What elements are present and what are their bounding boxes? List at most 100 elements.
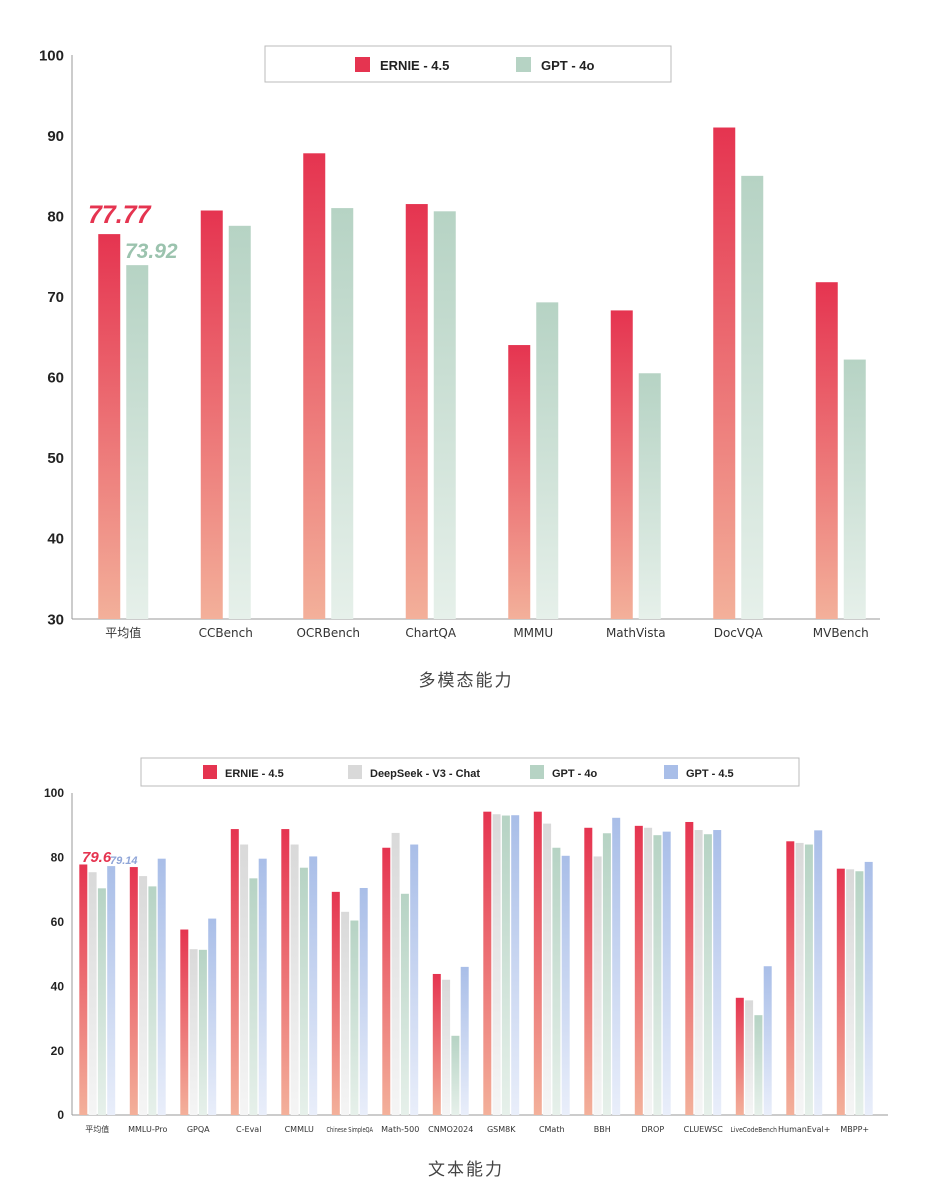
avg-label-ernie: 79.6 bbox=[82, 849, 112, 866]
y-tick-label: 90 bbox=[47, 128, 64, 145]
bar-ernie bbox=[610, 310, 633, 619]
bar-ernie bbox=[508, 345, 531, 619]
bar-gpt4o bbox=[804, 844, 813, 1115]
multimodal-chart: 30 40 50 60 70 80 90 100 平均值 CCBench OCRBench Char… bbox=[39, 45, 880, 691]
x-tick-label: GPQA bbox=[187, 1125, 210, 1134]
bar-gpt4o bbox=[126, 265, 149, 619]
bar-ernie bbox=[634, 825, 643, 1115]
legend-label-gpt45: GPT - 4.5 bbox=[686, 768, 734, 780]
y-tick-label: 100 bbox=[39, 47, 64, 64]
x-tick-label: Math-500 bbox=[381, 1125, 419, 1134]
bar-deepseek bbox=[795, 842, 804, 1115]
legend-swatch-ernie bbox=[203, 765, 217, 779]
x-tick-label: HumanEval+ bbox=[778, 1125, 830, 1134]
bar-ernie bbox=[483, 811, 492, 1115]
legend-swatch-gpt4o bbox=[516, 57, 531, 72]
bar-deepseek bbox=[442, 979, 451, 1115]
bar-deepseek bbox=[139, 876, 148, 1115]
y-tick-label: 20 bbox=[51, 1044, 65, 1058]
bar-deepseek bbox=[694, 830, 703, 1115]
avg-label-gpt45: 79.14 bbox=[110, 855, 138, 867]
x-tick-label: CMath bbox=[539, 1125, 565, 1134]
x-tick-label: OCRBench bbox=[296, 626, 360, 640]
bar-gpt4o bbox=[501, 815, 510, 1115]
y-tick-label: 60 bbox=[51, 915, 65, 929]
bar-ernie bbox=[230, 829, 239, 1115]
x-tick-label: CCBench bbox=[199, 626, 253, 640]
bar-deepseek bbox=[290, 844, 299, 1115]
y-tick-label: 60 bbox=[47, 370, 64, 387]
x-tick-label: ChartQA bbox=[405, 626, 456, 640]
bar-gpt4o bbox=[843, 359, 866, 619]
bar-gpt4o bbox=[228, 225, 251, 619]
bar-deepseek bbox=[88, 872, 97, 1115]
bar-ernie bbox=[129, 867, 138, 1115]
text-chart: 0 20 40 60 80 100 平均值 MMLU-Pro GPQA C-Eval CMMLU C… bbox=[44, 757, 888, 1180]
bar-gpt4o bbox=[97, 888, 106, 1115]
bar-gpt4o bbox=[198, 949, 207, 1115]
bar-ernie bbox=[735, 997, 744, 1115]
x-tick-label: CLUEWSC bbox=[684, 1125, 724, 1134]
bar-gpt45 bbox=[814, 830, 823, 1115]
bar-gpt4o bbox=[536, 302, 559, 619]
legend-label-gpt4o: GPT - 4o bbox=[541, 58, 595, 73]
bar-gpt45 bbox=[157, 858, 166, 1115]
bar-ernie bbox=[331, 891, 340, 1115]
legend-swatch-ernie bbox=[355, 57, 370, 72]
x-tick-label: CNMO2024 bbox=[428, 1125, 473, 1134]
bar-ernie bbox=[79, 864, 88, 1115]
legend: ERNIE - 4.5 DeepSeek - V3 - Chat GPT - 4… bbox=[140, 757, 800, 787]
bar-deepseek bbox=[593, 856, 602, 1115]
x-tick-label: LiveCodeBench bbox=[731, 1126, 778, 1134]
x-tick-label: C-Eval bbox=[236, 1125, 261, 1134]
bar-gpt4o bbox=[602, 833, 611, 1115]
x-tick-label: MBPP+ bbox=[840, 1125, 869, 1134]
x-tick-label: 平均值 bbox=[85, 1124, 109, 1134]
bar-deepseek bbox=[189, 949, 198, 1115]
bar-gpt45 bbox=[561, 855, 570, 1115]
bar-gpt4o bbox=[451, 1035, 460, 1115]
bar-deepseek bbox=[644, 827, 653, 1115]
y-tick-label: 0 bbox=[57, 1108, 64, 1122]
bar-gpt4o bbox=[638, 373, 661, 619]
chart-caption: 文本能力 bbox=[428, 1160, 504, 1180]
x-tick-label: DocVQA bbox=[714, 626, 764, 640]
bar-gpt45 bbox=[713, 830, 722, 1115]
chart-caption: 多模态能力 bbox=[419, 671, 514, 691]
y-tick-label: 50 bbox=[47, 450, 64, 467]
x-tick-label: 平均值 bbox=[105, 625, 141, 640]
bar-gpt4o bbox=[331, 208, 354, 620]
bar-ernie bbox=[281, 829, 290, 1115]
x-tick-label: MMMU bbox=[513, 626, 553, 640]
bar-ernie bbox=[815, 282, 838, 619]
bar-gpt45 bbox=[763, 966, 772, 1115]
bar-gpt45 bbox=[359, 887, 368, 1115]
x-tick-label: MMLU-Pro bbox=[128, 1125, 167, 1134]
bar-ernie bbox=[200, 210, 223, 619]
bar-ernie bbox=[405, 204, 428, 620]
bar-ernie bbox=[584, 827, 593, 1115]
bar-deepseek bbox=[492, 814, 501, 1115]
y-tick-label: 80 bbox=[47, 208, 64, 225]
bar-ernie bbox=[303, 153, 326, 619]
bar-deepseek bbox=[240, 844, 249, 1115]
bar-ernie bbox=[685, 821, 694, 1115]
bar-gpt4o bbox=[433, 211, 456, 619]
bar-gpt4o bbox=[703, 834, 712, 1115]
bar-gpt4o bbox=[249, 878, 258, 1115]
bar-gpt4o bbox=[741, 175, 764, 619]
legend-swatch-gpt45 bbox=[664, 765, 678, 779]
bar-ernie bbox=[786, 841, 795, 1115]
x-tick-label: MathVista bbox=[606, 626, 666, 640]
x-tick-label: GSM8K bbox=[487, 1125, 516, 1134]
bar-gpt4o bbox=[754, 1015, 763, 1115]
bar-gpt4o bbox=[855, 871, 864, 1115]
bar-deepseek bbox=[391, 832, 400, 1115]
y-tick-label: 30 bbox=[47, 611, 64, 628]
avg-label-gpt4o: 73.92 bbox=[125, 240, 178, 263]
y-tick-label: 40 bbox=[51, 979, 65, 993]
legend-swatch-gpt4o bbox=[530, 765, 544, 779]
legend-box bbox=[140, 757, 800, 787]
legend-box bbox=[264, 45, 672, 83]
